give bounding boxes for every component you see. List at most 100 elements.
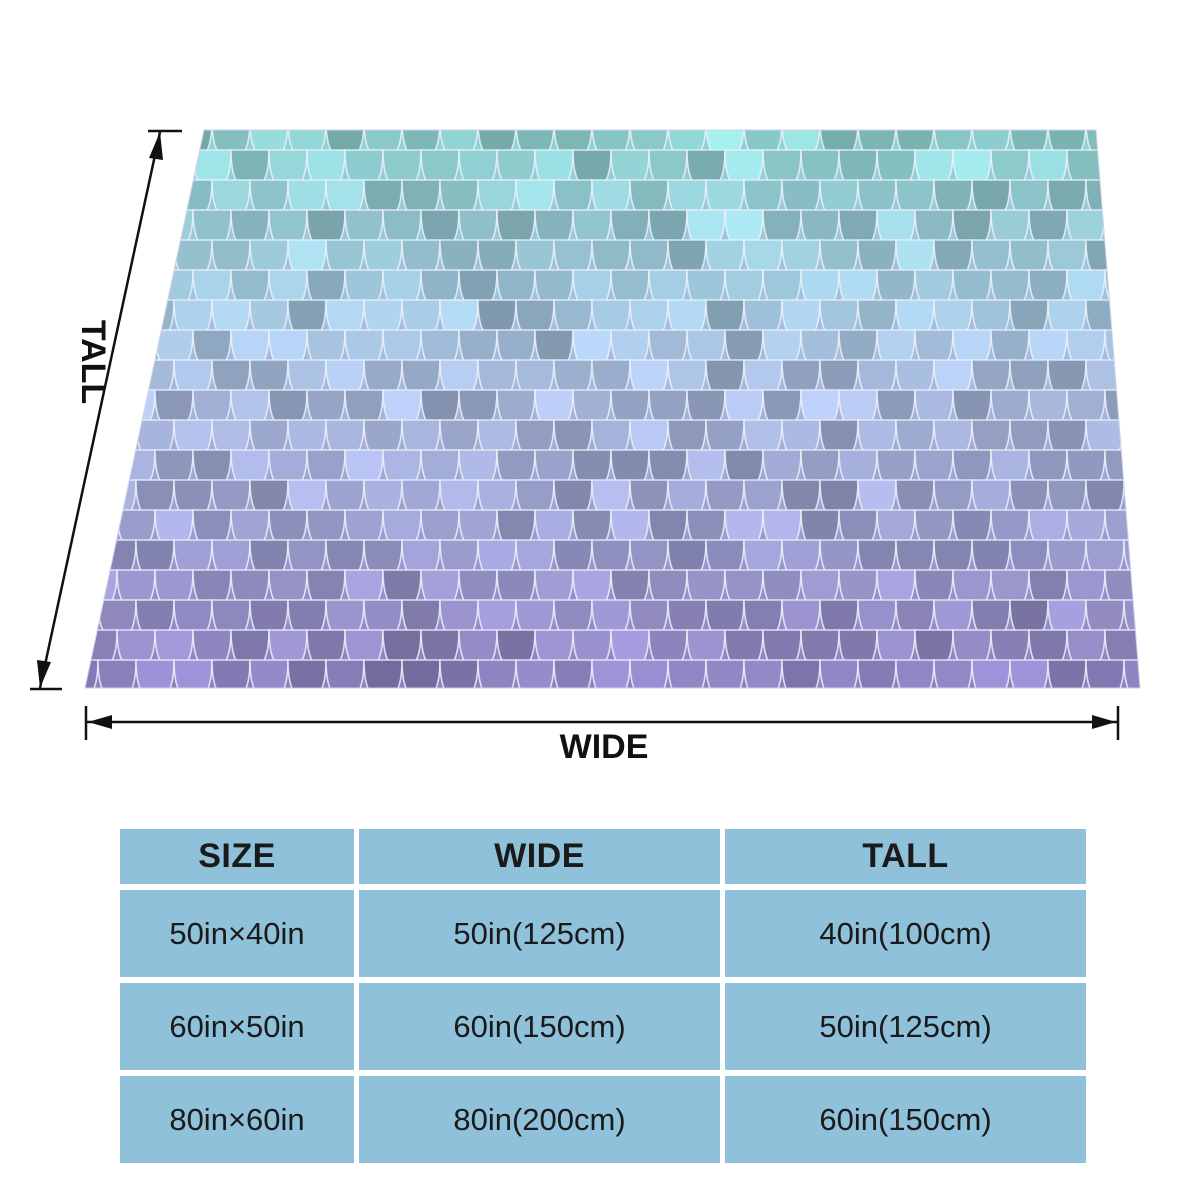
tall-dimension-arrow (30, 129, 182, 691)
scale-tile (1143, 630, 1181, 670)
scale-tile (1029, 690, 1067, 730)
scale-tile (249, 659, 289, 688)
scale-tile (1123, 299, 1140, 341)
scale-tile (193, 690, 231, 730)
scale-tile (1123, 659, 1140, 688)
scale-tile (85, 509, 118, 551)
scale-tile (1143, 570, 1181, 610)
row-3-tall: 60in(150cm) (725, 1076, 1086, 1163)
scale-tile (85, 149, 118, 191)
scale-tile (535, 690, 573, 730)
scale-tile (915, 690, 953, 730)
row-3-wide: 80in(200cm) (359, 1076, 720, 1163)
scale-tile (895, 659, 935, 688)
scale-tile (839, 690, 877, 730)
blanket-image (41, 129, 1181, 730)
scale-tile (687, 690, 725, 730)
scale-tile (135, 239, 175, 281)
scale-tile (155, 690, 193, 730)
tall-label: TALL (74, 320, 112, 404)
scale-tile (459, 690, 497, 730)
row-3-size: 80in×60in (120, 1076, 354, 1163)
scale-tile (763, 690, 801, 730)
scale-tile (991, 690, 1029, 730)
scale-tile (97, 179, 137, 221)
scale-tile (725, 690, 763, 730)
scale-tile (1143, 210, 1181, 250)
scale-tile (97, 659, 137, 688)
scale-tile (705, 659, 745, 688)
scale-tile (97, 130, 137, 161)
scale-tile (819, 659, 859, 688)
scale-tile (1123, 179, 1140, 221)
scale-tile (383, 690, 421, 730)
scale-tile (173, 659, 213, 688)
scale-tile (1123, 359, 1140, 401)
scale-tile (1105, 690, 1143, 730)
scale-tile (85, 659, 99, 688)
row-2-wide: 60in(150cm) (359, 983, 720, 1070)
scale-tile (1085, 659, 1125, 688)
scale-tile (1123, 419, 1140, 461)
scale-tile (41, 270, 79, 310)
scale-tile (41, 390, 79, 430)
scale-tile (363, 659, 403, 688)
scale-tile (269, 690, 307, 730)
scale-tile (515, 659, 555, 688)
scale-tile (933, 659, 973, 688)
scale-tile (307, 690, 345, 730)
scale-tile (41, 150, 79, 190)
scale-tile (1143, 450, 1181, 490)
scale-tile (439, 659, 479, 688)
blanket-dimension-figure: TALL WIDE (30, 129, 1181, 766)
scale-tile (1143, 150, 1181, 190)
scale-tile (1143, 390, 1181, 430)
scale-tile (85, 239, 99, 281)
scale-tile (1104, 269, 1140, 311)
scale-tile (85, 179, 99, 221)
scale-tile (649, 690, 687, 730)
scale-tile (85, 269, 118, 311)
scale-tile (41, 450, 79, 490)
wide-label: WIDE (560, 728, 649, 766)
scale-tile (1123, 239, 1140, 281)
row-1-size: 50in×40in (120, 890, 354, 977)
scale-tile (573, 690, 611, 730)
scale-tile (41, 690, 79, 730)
header-tall: TALL (725, 829, 1086, 884)
scale-tile (971, 659, 1011, 688)
scale-tile (1143, 270, 1181, 310)
scale-tile (401, 659, 441, 688)
scale-tile (477, 659, 517, 688)
scale-tile (1047, 659, 1087, 688)
scale-tile (85, 209, 118, 251)
scale-tile (211, 659, 251, 688)
scale-tile (1104, 209, 1140, 251)
scale-tile (116, 329, 156, 371)
row-1-wide: 50in(125cm) (359, 890, 720, 977)
wide-dimension-arrow (84, 706, 1120, 740)
header-wide: WIDE (359, 829, 720, 884)
scale-tile (85, 479, 99, 521)
scale-tile (953, 690, 991, 730)
scale-tile (1123, 130, 1140, 161)
scale-tile (41, 210, 79, 250)
scale-tile (497, 690, 535, 730)
scale-tile (287, 659, 327, 688)
scale-tile (611, 690, 649, 730)
scale-tile (781, 659, 821, 688)
scale-tile (553, 659, 593, 688)
scale-tile (1143, 510, 1181, 550)
scale-tile (801, 690, 839, 730)
row-1-tall: 40in(100cm) (725, 890, 1086, 977)
scale-tile (629, 659, 669, 688)
size-table: SIZE WIDE TALL 50in×40in 50in(125cm) 40i… (120, 829, 1086, 1163)
scale-tile (97, 419, 137, 461)
scale-tile (345, 690, 383, 730)
scale-tile (1009, 659, 1049, 688)
scale-tile (325, 659, 365, 688)
scale-tile (1104, 149, 1140, 191)
header-size: SIZE (120, 829, 354, 884)
scale-tile (857, 659, 897, 688)
scale-tile (135, 659, 175, 688)
